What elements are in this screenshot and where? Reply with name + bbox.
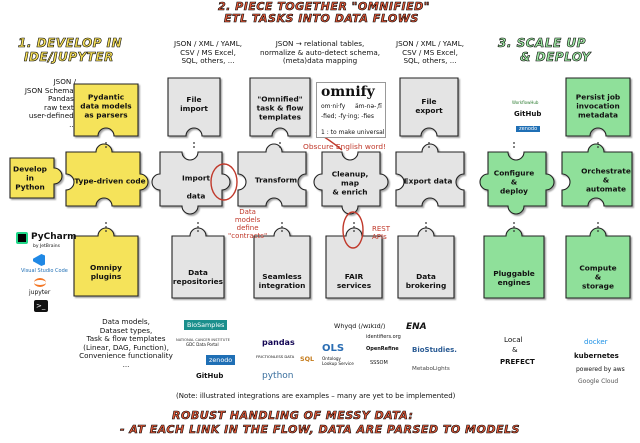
label-import-data: Import data [182, 173, 210, 201]
identifiers-logo: identifiers.org [366, 334, 401, 340]
section1-title-line1: 1. DEVELOP IN [18, 36, 123, 51]
ols-logo: OLS [322, 343, 345, 354]
ena-logo: ENA [406, 322, 427, 332]
pandas-logo: pandas [262, 338, 295, 347]
label-compute: Compute & storage [579, 263, 617, 291]
and-label: & [512, 345, 518, 354]
piece-configure [479, 151, 555, 215]
section3-title-line2: & DEPLOY [520, 50, 591, 65]
label-seamless: Seamless integration [258, 272, 306, 290]
main-title-line1: 2. PIECE TOGETHER "OMNIFIED" [218, 0, 430, 13]
vscode-label: Visual Studio Code [21, 268, 68, 274]
piece-fair [325, 227, 383, 299]
piece-cleanup [313, 151, 389, 215]
label-fair: FAIR services [336, 272, 372, 290]
piece-persist [565, 77, 631, 137]
bottom-title-line2: - AT EACH LINK IN THE FLOW, DATA ARE PAR… [120, 423, 520, 437]
omnify-pronunciation: äm-nə-ˌfī [355, 103, 382, 110]
obscure-word-note: Obscure English word! [303, 142, 387, 151]
main-title-line2: ETL TASKS INTO DATA FLOWS [224, 12, 419, 26]
whyqd-logo: Whyqd (/wɪkɪd/) [334, 322, 386, 330]
label-orchestrate: Orchestrate & automate [581, 166, 631, 194]
piece-file-export [399, 77, 459, 137]
prefect-logo: PREFECT [500, 358, 535, 366]
piece-develop [9, 157, 63, 199]
piece-data-brokering [397, 227, 455, 299]
label-pluggable: Pluggable engines [493, 269, 535, 287]
piece-type-driven [65, 143, 149, 207]
label-type-driven: Type-driven code [74, 176, 146, 186]
omnify-forms: -fied; -fy·ing; -fies [321, 113, 374, 120]
python-logo: python [262, 371, 294, 381]
piece-pluggable [483, 227, 545, 299]
omnify-definition: 1 : to make universal [321, 129, 385, 136]
biosamples-logo: BioSamples [184, 320, 228, 330]
label-develop: Develop in Python [13, 164, 47, 192]
ols-label: Ontology Lookup Service [322, 356, 354, 366]
metabolights-logo: MetaboLights [412, 366, 450, 372]
local-label: Local [504, 335, 523, 344]
terminal-icon: >_ [34, 300, 48, 312]
label-persist: Persist job invocation metadata [575, 92, 621, 120]
label-data-repos: Data repositories [172, 268, 224, 286]
piece-transform [237, 143, 307, 207]
file-export-formats: JSON / XML / YAML, CSV / MS Excel, SQL, … [395, 39, 465, 66]
omnify-syllables: om·ni·fy [321, 103, 346, 110]
bottom-title-line1: ROBUST HANDLING OF MESSY DATA: [172, 409, 414, 423]
omnify-dictionary-card: omnify om·ni·fy äm-nə-ˌfī -fied; -fy·ing… [316, 82, 386, 138]
jupyter-icon [34, 278, 46, 287]
aws-logo: powered by aws [576, 366, 625, 373]
input-types-list: JSON / JSON Schema, Pandas, raw text, us… [24, 77, 76, 129]
piece-data-repos [171, 227, 225, 299]
section3-title-line1: 3. SCALE UP [498, 36, 586, 51]
file-import-formats: JSON / XML / YAML, CSV / MS Excel, SQL, … [173, 39, 243, 66]
piece-omnipy-plugins [73, 227, 139, 297]
label-omnipy-plugins: Omnipy plugins [90, 263, 122, 281]
zenodo-logo-deploy: zenodo [516, 126, 541, 132]
label-transform: Transform [254, 175, 298, 185]
openrefine-logo: OpenRefine [366, 346, 399, 352]
piece-seamless [253, 227, 311, 299]
piece-orchestrate [561, 143, 633, 207]
label-file-export: File export [415, 97, 443, 115]
rest-apis-note: REST APIs [372, 225, 391, 241]
nci-logo: NATIONAL CANCER INSTITUTE [176, 338, 230, 342]
kubernetes-logo: kubernetes [574, 352, 619, 360]
piece-compute [565, 227, 631, 299]
piece-import-data [151, 151, 231, 215]
label-cleanup: Cleanup, map & enrich [331, 169, 369, 197]
pycharm-logo: PyCharm [31, 232, 77, 242]
github-logo-repos: GitHub [196, 372, 224, 380]
label-configure: Configure & deploy [493, 168, 535, 196]
zenodo-logo-repos: zenodo [206, 355, 236, 365]
jetbrains-label: by JetBrains [33, 244, 60, 249]
gdc-logo: GDC Data Portal [186, 342, 219, 347]
sql-logo: SQL [300, 355, 315, 363]
piece-omnified [249, 77, 311, 137]
frictionless-logo: FRICTIONLESS DATA [256, 354, 295, 359]
piece-pydantic [73, 83, 139, 137]
label-file-import: File import [180, 95, 208, 113]
sssom-logo: SSSOM [370, 360, 388, 366]
footnote: (Note: illustrated integrations are exam… [176, 392, 456, 400]
docker-logo: docker [584, 338, 608, 346]
biostudies-logo: BioStudies. [412, 346, 457, 354]
label-data-brokering: Data brokering [405, 272, 447, 290]
omnified-description: JSON → relational tables, normalize & au… [260, 39, 381, 66]
section1-title-line2: IDE/JUPYTER [24, 50, 114, 65]
google-cloud-logo: Google Cloud [578, 378, 619, 385]
piece-export-data [395, 143, 465, 207]
workflowhub-logo: WorkflowHub [512, 100, 539, 105]
label-omnified-templates: "Omnified" task & flow templates [256, 94, 304, 122]
label-pydantic: Pydantic data models as parsers [80, 92, 132, 120]
omnify-title: omnify [321, 84, 375, 100]
github-logo-deploy: GitHub [514, 110, 542, 118]
label-export-data: Export data [403, 176, 453, 186]
jupyter-label: jupyter [29, 289, 51, 296]
pycharm-icon [16, 232, 28, 244]
omnipy-features-list: Data models, Dataset types, Task & flow … [79, 317, 173, 369]
data-models-contracts-note: Data models define "contracts" [228, 208, 268, 240]
piece-file-import [167, 77, 221, 137]
